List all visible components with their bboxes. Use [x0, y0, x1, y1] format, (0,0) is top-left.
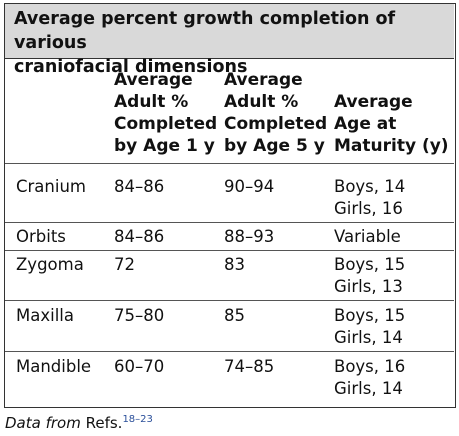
- table-title: Average percent growth completion of var…: [5, 4, 454, 77]
- row-rule: [5, 250, 454, 251]
- row-mandible-age1: 60–70: [114, 357, 165, 376]
- row-rule: [5, 351, 454, 352]
- header-rule: [5, 163, 454, 164]
- row-maxilla-maturity-boys: Boys, 15: [334, 306, 406, 325]
- footnote-refs-link[interactable]: 18–23: [122, 414, 153, 425]
- header-age5-line-3: Completed: [224, 114, 328, 134]
- footnote-italic: Data from: [5, 414, 81, 432]
- row-cranium-age1: 84–86: [114, 177, 165, 196]
- header-age1-line-4: by Age 1 y: [114, 136, 215, 156]
- header-age1-line-2: Adult %: [114, 92, 189, 112]
- header-age1-line-1: Average: [114, 70, 193, 90]
- header-age5-line-2: Adult %: [224, 92, 299, 112]
- row-orbits-name: Orbits: [16, 227, 66, 246]
- row-orbits-maturity: Variable: [334, 227, 401, 246]
- row-rule: [5, 222, 454, 223]
- row-rule: [5, 300, 454, 301]
- row-zygoma-age1: 72: [114, 255, 135, 274]
- header-maturity-line-1: Average: [334, 92, 413, 112]
- row-mandible-maturity-girls: Girls, 14: [334, 379, 403, 398]
- row-zygoma-maturity-boys: Boys, 15: [334, 255, 406, 274]
- row-mandible-age5: 74–85: [224, 357, 275, 376]
- table-title-line-1: Average percent growth completion of var…: [14, 9, 396, 53]
- row-mandible-maturity-boys: Boys, 16: [334, 357, 406, 376]
- row-maxilla-age1: 75–80: [114, 306, 165, 325]
- row-maxilla-name: Maxilla: [16, 306, 74, 325]
- row-maxilla-age5: 85: [224, 306, 245, 325]
- row-orbits-age5: 88–93: [224, 227, 275, 246]
- row-zygoma-name: Zygoma: [16, 255, 84, 274]
- table-footnote: Data from Refs.18–23: [5, 413, 153, 436]
- row-zygoma-maturity-girls: Girls, 13: [334, 277, 403, 296]
- row-cranium-age5: 90–94: [224, 177, 275, 196]
- header-age1-line-3: Completed: [114, 114, 218, 134]
- header-age5-line-4: by Age 5 y: [224, 136, 325, 156]
- row-cranium-maturity-boys: Boys, 14: [334, 177, 406, 196]
- row-mandible-name: Mandible: [16, 357, 92, 376]
- header-maturity-line-2: Age at: [334, 114, 397, 134]
- row-maxilla-maturity-girls: Girls, 14: [334, 328, 403, 347]
- row-cranium-name: Cranium: [16, 177, 86, 196]
- row-cranium-maturity-girls: Girls, 16: [334, 199, 403, 218]
- header-age5-line-1: Average: [224, 70, 303, 90]
- table-title-line-2: craniofacial dimensions: [14, 57, 248, 77]
- header-maturity-line-3: Maturity (y): [334, 136, 449, 156]
- row-orbits-age1: 84–86: [114, 227, 165, 246]
- footnote-text: Refs.: [80, 414, 123, 432]
- row-zygoma-age5: 83: [224, 255, 245, 274]
- growth-table: Average percent growth completion of var…: [4, 3, 456, 408]
